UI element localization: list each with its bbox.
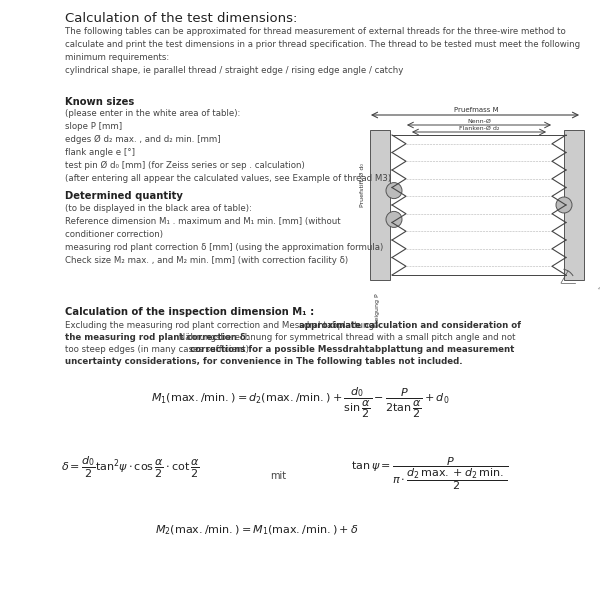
Text: cylindrical shape, ie parallel thread / straight edge / rising edge angle / catc: cylindrical shape, ie parallel thread / … [65, 66, 403, 75]
Text: corrections for a possible Messdrahtabplattung and measurement: corrections for a possible Messdrahtabpl… [190, 345, 514, 354]
Text: $M_2(\mathrm{max./min.}) = M_1(\mathrm{max./min.}) + \delta$: $M_2(\mathrm{max./min.}) = M_1(\mathrm{m… [155, 523, 358, 536]
Text: Calculation of the test dimensions:: Calculation of the test dimensions: [65, 12, 298, 25]
Circle shape [556, 197, 572, 213]
Text: too steep edges (in many cases sufficient): too steep edges (in many cases sufficien… [65, 345, 251, 354]
Text: (to be displayed in the black area of table):: (to be displayed in the black area of ta… [65, 204, 252, 213]
Text: approximate calculation and consideration of: approximate calculation and consideratio… [299, 321, 521, 330]
Text: conditioner correction): conditioner correction) [65, 230, 163, 239]
Text: test pin Ø d₀ [mm] (for Zeiss series or sep . calculation): test pin Ø d₀ [mm] (for Zeiss series or … [65, 161, 305, 170]
Text: (please enter in the white area of table):: (please enter in the white area of table… [65, 109, 241, 118]
Text: Nährungsberechnung for symmetrical thread with a small pitch angle and not: Nährungsberechnung for symmetrical threa… [176, 333, 515, 342]
Text: (after entering all appear the calculated values, see Example of thread M3): (after entering all appear the calculate… [65, 174, 391, 183]
Circle shape [386, 211, 402, 227]
Text: Pruefmass M: Pruefmass M [454, 107, 499, 113]
Text: measuring rod plant correction δ [mm] (using the approximation formula): measuring rod plant correction δ [mm] (u… [65, 243, 383, 252]
Text: Flanken-Ø d₂: Flanken-Ø d₂ [459, 126, 499, 131]
Text: $\delta = \dfrac{d_0}{2}\tan^2\!\psi\cdot\cos\dfrac{\alpha}{2}\cdot\cot\dfrac{\a: $\delta = \dfrac{d_0}{2}\tan^2\!\psi\cdo… [61, 455, 199, 480]
Text: flank angle e [°]: flank angle e [°] [65, 148, 135, 157]
Text: Known sizes: Known sizes [65, 97, 134, 107]
Text: Determined quantity: Determined quantity [65, 191, 183, 201]
Bar [564, 130, 584, 280]
Text: The following tables can be approximated for thread measurement of external thre: The following tables can be approximated… [65, 27, 580, 62]
Text: Nenn-Ø: Nenn-Ø [467, 119, 491, 124]
Text: Steigung P: Steigung P [376, 293, 380, 326]
Text: slope P [mm]: slope P [mm] [65, 122, 122, 131]
Text: edges Ø d₂ max. , and d₂ min. [mm]: edges Ø d₂ max. , and d₂ min. [mm] [65, 135, 221, 144]
Circle shape [386, 182, 402, 199]
Text: Reference dimension M₁ . maximum and M₁ min. [mm] (without: Reference dimension M₁ . maximum and M₁ … [65, 217, 341, 226]
Text: $M_1(\mathrm{max./min.}) = d_2(\mathrm{max./min.}) + \dfrac{d_0}{\sin\dfrac{\alp: $M_1(\mathrm{max./min.}) = d_2(\mathrm{m… [151, 385, 449, 420]
Text: Calculation of the inspection dimension M₁ :: Calculation of the inspection dimension … [65, 307, 314, 317]
Text: uncertainty considerations, for convenience in The following tables not included: uncertainty considerations, for convenie… [65, 357, 463, 366]
Text: Pruefstift-Ø d₀: Pruefstift-Ø d₀ [359, 163, 365, 207]
Text: Excluding the measuring rod plant correction and Messdrahtabplattung: Excluding the measuring rod plant correc… [65, 321, 377, 330]
Text: mit: mit [270, 471, 286, 481]
Text: Check size M₂ max. , and M₂ min. [mm] (with correction facility δ): Check size M₂ max. , and M₂ min. [mm] (w… [65, 256, 348, 265]
Bar [370, 130, 390, 280]
Text: Flankenwinkel α: Flankenwinkel α [596, 285, 600, 327]
Text: $\tan\psi = \dfrac{P}{\pi\cdot\dfrac{d_2\,\mathrm{max.}+d_2\,\mathrm{min.}}{2}}$: $\tan\psi = \dfrac{P}{\pi\cdot\dfrac{d_2… [351, 455, 509, 492]
Text: the measuring rod plant correction δ:: the measuring rod plant correction δ: [65, 333, 250, 342]
